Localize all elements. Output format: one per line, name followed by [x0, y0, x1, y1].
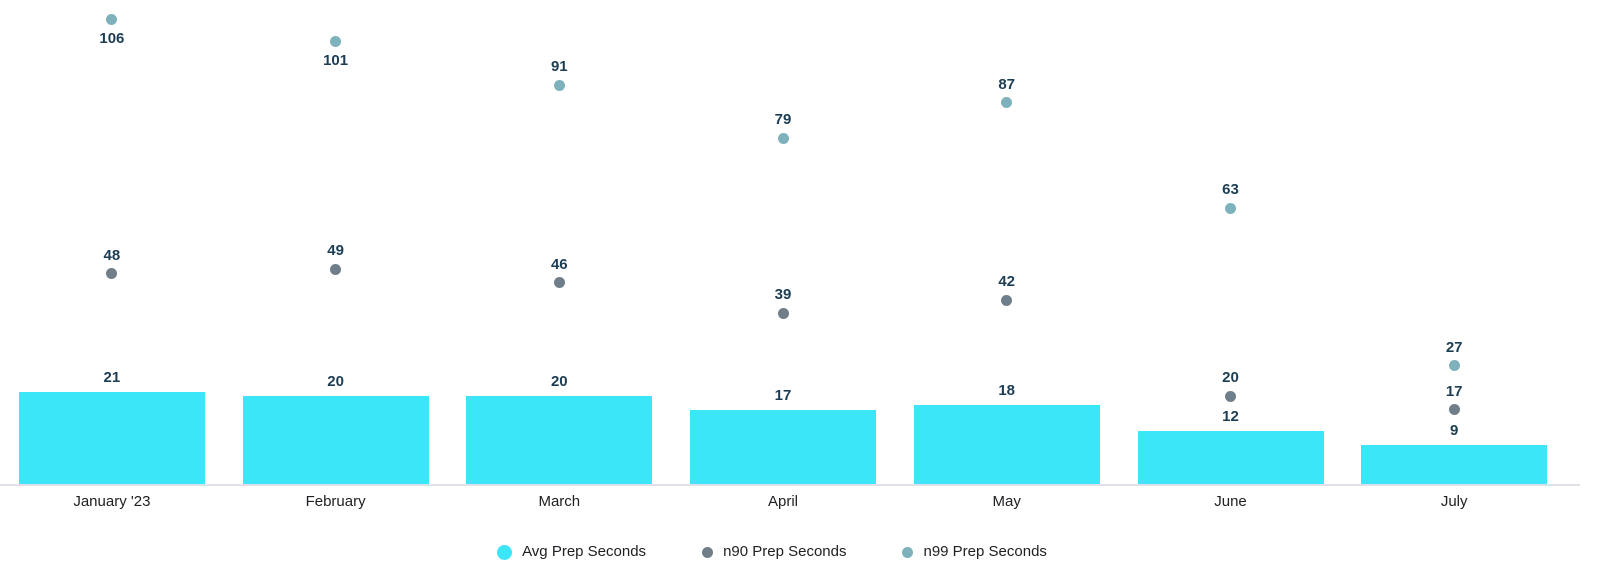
n90-point-march[interactable]	[553, 277, 565, 288]
n99-value-label-june: 63	[1222, 181, 1239, 199]
n99-value-label-january-23: 106	[99, 29, 125, 47]
n99-value-label-may: 87	[998, 75, 1016, 93]
n99-point-march[interactable]	[553, 79, 565, 91]
bar-march[interactable]	[466, 396, 653, 484]
x-axis-label-june: June	[1214, 493, 1247, 510]
bar-january-23[interactable]	[18, 392, 205, 484]
n99-point-april[interactable]	[777, 132, 789, 144]
bar-april[interactable]	[690, 409, 876, 484]
bar-july[interactable]	[1361, 444, 1548, 484]
n99-point-may[interactable]	[1001, 97, 1013, 109]
bar-value-label-may: 18	[998, 382, 1016, 400]
bar-value-label-january-23: 21	[103, 369, 121, 386]
bar-may[interactable]	[913, 405, 1100, 484]
n90-value-label-february: 49	[327, 242, 344, 260]
n99-value-label-march: 91	[550, 58, 568, 76]
n90-value-label-july: 17	[1445, 382, 1463, 400]
legend-label-n99-prep-seconds: n99 Prep Seconds	[923, 543, 1047, 560]
bar-value-label-april: 17	[774, 386, 792, 404]
chart-legend: Avg Prep Seconds n90 Prep Seconds n99 Prep…	[0, 541, 1572, 563]
legend-label-n90-prep-seconds: n90 Prep Seconds	[723, 543, 847, 560]
x-axis-label-february: February	[305, 493, 366, 510]
legend-marker-n99-prep-seconds-icon	[902, 546, 914, 558]
n99-point-january-23[interactable]	[106, 14, 118, 26]
n99-point-june[interactable]	[1225, 202, 1236, 214]
n99-value-label-february: 101	[323, 51, 349, 69]
n90-value-label-january-23: 48	[103, 246, 121, 264]
n99-point-july[interactable]	[1448, 360, 1460, 372]
bar-value-label-july: 9	[1450, 421, 1459, 439]
x-axis-line	[0, 484, 1580, 486]
bar-february[interactable]	[242, 396, 429, 484]
x-axis-label-march: March	[538, 493, 581, 510]
n90-value-label-june: 20	[1222, 369, 1239, 387]
bar-value-label-march: 20	[550, 373, 568, 391]
n90-point-january-23[interactable]	[106, 268, 118, 280]
legend-item-avg-prep-seconds[interactable]: Avg Prep Seconds	[497, 541, 646, 563]
n90-point-june[interactable]	[1225, 390, 1236, 402]
n99-value-label-july: 27	[1445, 338, 1463, 356]
legend-marker-avg-prep-seconds-icon	[497, 544, 513, 560]
n90-value-label-april: 39	[774, 286, 792, 304]
bar-value-label-june: 12	[1222, 408, 1239, 426]
bar-value-label-february: 20	[327, 373, 344, 391]
bar-june[interactable]	[1137, 431, 1324, 484]
legend-label-avg-prep-seconds: Avg Prep Seconds	[522, 543, 647, 560]
legend-item-n90-prep-seconds[interactable]: n90 Prep Seconds	[702, 541, 846, 563]
x-axis-label-january-23: January '23	[73, 493, 151, 510]
n99-point-february[interactable]	[330, 36, 342, 48]
n90-value-label-may: 42	[998, 273, 1016, 290]
x-axis-label-may: May	[992, 493, 1021, 510]
n99-value-label-april: 79	[774, 111, 792, 128]
x-axis-label-july: July	[1440, 493, 1468, 510]
n90-point-may[interactable]	[1001, 294, 1013, 306]
legend-item-n99-prep-seconds[interactable]: n99 Prep Seconds	[902, 541, 1047, 563]
x-axis-label-april: April	[767, 493, 799, 510]
n90-point-april[interactable]	[777, 307, 789, 319]
n90-value-label-march: 46	[550, 255, 568, 273]
legend-marker-n90-prep-seconds-icon	[702, 546, 714, 558]
n90-point-july[interactable]	[1448, 404, 1460, 415]
n90-point-february[interactable]	[330, 263, 342, 275]
